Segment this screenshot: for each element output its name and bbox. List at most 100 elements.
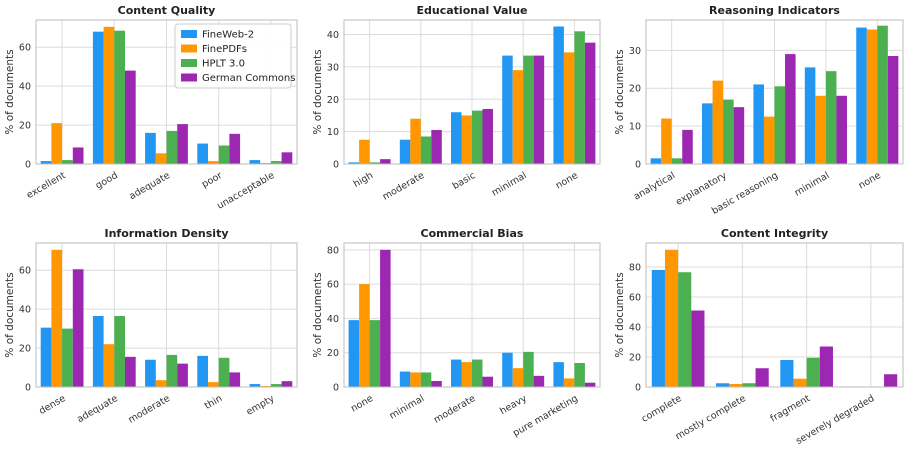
legend-label: HPLT 3.0 <box>202 59 245 70</box>
x-tick-label: thin <box>203 393 224 412</box>
chart-title: Content Integrity <box>721 227 828 240</box>
x-tick-label: none <box>554 170 580 191</box>
bar <box>512 70 524 164</box>
bar <box>270 161 282 164</box>
bar <box>166 130 178 164</box>
bar <box>92 31 104 165</box>
y-tick-label: 30 <box>629 46 641 57</box>
bar <box>40 327 52 387</box>
bar <box>451 112 462 164</box>
bar <box>229 372 241 387</box>
bar <box>359 284 370 387</box>
x-tick-label: adequate <box>127 170 172 202</box>
bar <box>533 55 545 164</box>
x-tick-label: mostly complete <box>674 393 748 442</box>
y-tick-label: 0 <box>635 383 641 394</box>
bar <box>661 118 672 164</box>
bar <box>584 42 596 164</box>
plot-frame <box>343 19 601 165</box>
legend-swatch <box>181 59 197 67</box>
bar <box>229 133 241 164</box>
y-tick-label: 60 <box>19 43 31 54</box>
bar <box>574 363 585 387</box>
bar <box>270 384 282 387</box>
bar <box>502 352 513 387</box>
plot-frame <box>645 242 904 388</box>
x-tick-label: minimal <box>490 170 529 199</box>
bar <box>712 80 724 164</box>
y-tick-label: 60 <box>629 293 641 304</box>
bar <box>742 383 756 387</box>
y-tick-label: 40 <box>19 305 31 316</box>
bar <box>51 123 63 164</box>
x-tick-label: analytical <box>632 170 677 203</box>
plot-frame <box>645 19 904 165</box>
bar <box>664 249 679 387</box>
bar <box>145 359 156 387</box>
y-tick-label: 80 <box>327 245 339 256</box>
y-tick-label: 20 <box>629 84 641 95</box>
x-tick-label: heavy <box>498 393 529 417</box>
bar <box>866 29 878 165</box>
y-tick-label: 20 <box>327 348 339 359</box>
bar <box>774 86 786 164</box>
bar <box>716 383 730 387</box>
bar <box>218 357 230 387</box>
y-tick-label: 60 <box>327 280 339 291</box>
chart-title: Commercial Bias <box>421 227 524 240</box>
y-tick-label: 0 <box>25 160 31 171</box>
bar <box>461 115 472 164</box>
bar <box>125 70 136 164</box>
bar <box>502 55 513 164</box>
x-tick-label: moderate <box>126 393 172 426</box>
bar <box>51 249 63 387</box>
bar <box>197 355 208 387</box>
bar <box>512 368 524 387</box>
bar <box>702 103 713 164</box>
plot-frame <box>35 242 298 388</box>
y-tick-label: 0 <box>333 383 339 394</box>
legend-swatch <box>181 44 197 53</box>
bar <box>584 382 596 387</box>
y-axis-label: % of documents <box>614 272 626 357</box>
bar <box>574 31 585 165</box>
legend-label: German Commons <box>202 73 295 84</box>
bar <box>729 384 743 387</box>
bar <box>114 315 126 387</box>
y-tick-label: 10 <box>327 127 339 138</box>
x-tick-label: high <box>352 170 375 190</box>
bar <box>103 344 115 387</box>
bar <box>155 153 167 164</box>
x-tick-label: excellent <box>25 170 68 201</box>
y-tick-label: 60 <box>19 266 31 277</box>
bar <box>825 71 837 164</box>
bar <box>451 359 462 387</box>
y-tick-label: 20 <box>327 95 339 106</box>
bar <box>410 372 421 387</box>
plot-frame <box>35 19 298 165</box>
bar <box>884 374 898 387</box>
x-tick-label: basic <box>451 170 478 192</box>
bar <box>431 130 442 164</box>
bar <box>145 132 156 164</box>
bar <box>103 26 115 165</box>
bar <box>780 360 794 387</box>
bar <box>533 375 545 387</box>
bar <box>472 359 483 387</box>
bar <box>733 107 745 164</box>
bar <box>691 310 705 387</box>
bar <box>369 320 381 387</box>
y-tick-label: 80 <box>629 263 641 274</box>
y-tick-label: 0 <box>635 160 641 171</box>
bar <box>806 357 820 387</box>
bar <box>461 362 472 387</box>
bar <box>482 108 493 164</box>
y-tick-label: 20 <box>19 121 31 132</box>
legend-label: FineWeb-2 <box>202 30 254 41</box>
bar <box>563 378 575 387</box>
y-tick-label: 20 <box>19 344 31 355</box>
x-tick-label: fragment <box>769 393 813 425</box>
bar <box>177 124 188 164</box>
